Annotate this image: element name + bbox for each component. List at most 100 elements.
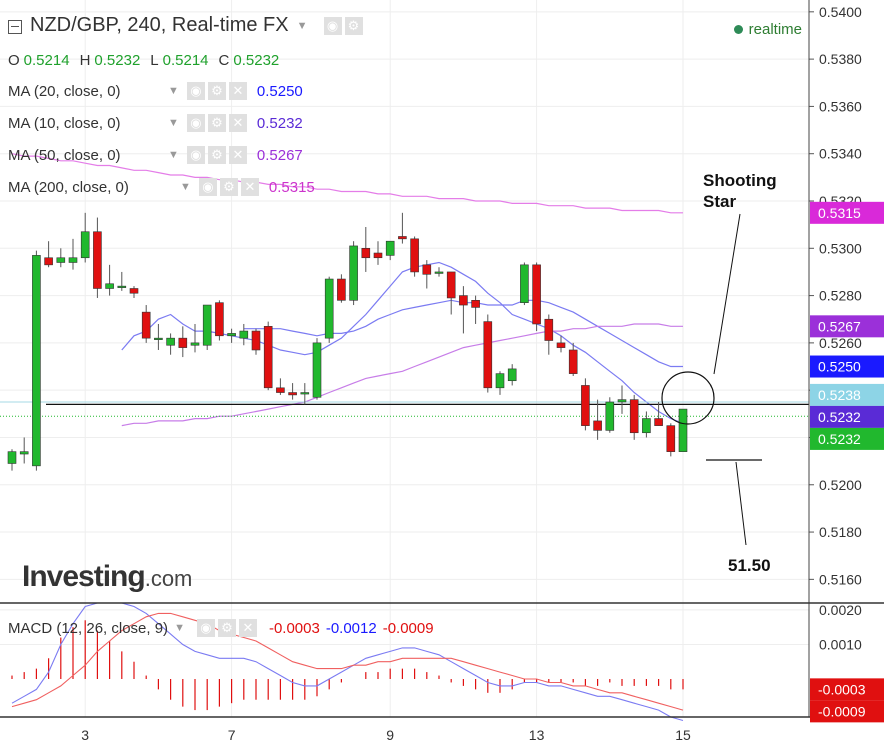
ohlc-open-value: 0.5214 (23, 52, 70, 69)
x-tick-label: 9 (386, 727, 394, 743)
ohlc-close-key: C (218, 52, 230, 69)
y-tick-label: 0.5340 (819, 146, 862, 162)
candle-body (56, 257, 66, 263)
chevron-down-icon[interactable]: ▼ (296, 19, 308, 32)
indicator-ma50[interactable]: MA (50, close, 0) ▼ ◉ ⚙ ✕ 0.5267 (8, 146, 303, 164)
gear-icon[interactable]: ⚙ (207, 82, 226, 100)
chevron-down-icon[interactable]: ▼ (168, 149, 179, 161)
macd-value: -0.0003 (268, 619, 320, 637)
indicator-ma200[interactable]: MA (200, close, 0) ▼ ◉ ⚙ ✕ 0.5315 (8, 178, 315, 196)
candle-body (202, 304, 212, 346)
candle-body (495, 373, 505, 389)
gear-icon[interactable]: ⚙ (207, 146, 226, 164)
x-tick-label: 13 (529, 727, 545, 743)
eye-icon[interactable]: ◉ (196, 619, 215, 637)
gear-icon[interactable]: ⚙ (217, 619, 236, 637)
y-tick-label: 0.5200 (819, 477, 862, 493)
logo-main: Investing (22, 560, 146, 593)
candle-body (324, 278, 334, 339)
candle-body (312, 342, 322, 398)
candle-body (190, 342, 200, 346)
eye-icon[interactable]: ◉ (186, 82, 205, 100)
macd-series-line (11, 612, 684, 711)
realtime-indicator: realtime (733, 21, 802, 38)
candle-body (44, 257, 53, 266)
candle-body (385, 240, 395, 256)
candle-body (678, 408, 688, 452)
grid (0, 0, 809, 717)
y-tick-label: 0.5280 (819, 288, 862, 304)
chevron-down-icon[interactable]: ▼ (168, 117, 179, 129)
x-tick-label: 3 (81, 727, 89, 743)
macd-y-tick-label: 0.0010 (819, 636, 862, 652)
candle-body (373, 252, 383, 259)
candle-body (227, 333, 236, 337)
indicator-ma10[interactable]: MA (10, close, 0) ▼ ◉ ⚙ ✕ 0.5232 (8, 114, 303, 132)
candle-body (263, 326, 273, 389)
close-icon[interactable]: ✕ (238, 619, 257, 637)
gear-icon[interactable]: ⚙ (207, 114, 226, 132)
candle-body (654, 418, 663, 426)
shooting-star-circle (661, 371, 715, 425)
candle-body (666, 425, 676, 452)
target-annotation: 51.50 (728, 556, 771, 575)
candle-body (93, 231, 102, 289)
horizontal-lines (0, 401, 809, 417)
chart-title-row: NZD/GBP, 240, Real-time FX ▼ ◉ ⚙ (8, 14, 373, 37)
chevron-down-icon[interactable]: ▼ (180, 181, 191, 193)
chevron-down-icon[interactable]: ▼ (174, 622, 185, 634)
candle-body (581, 385, 590, 426)
price-label: 0.5232 (818, 409, 861, 425)
eye-icon[interactable]: ◉ (186, 146, 205, 164)
price-label: 0.5232 (818, 431, 861, 447)
candle-body (80, 231, 90, 259)
indicator-ma20[interactable]: MA (20, close, 0) ▼ ◉ ⚙ ✕ 0.5250 (8, 82, 303, 100)
macd-header[interactable]: MACD (12, 26, close, 9) ▼ ◉ ⚙ ✕ -0.0003 -0… (8, 619, 434, 637)
close-icon[interactable]: ✕ (228, 114, 247, 132)
target-pointer (735, 461, 747, 546)
price-label-bg (810, 383, 884, 406)
price-label-bg (810, 315, 884, 338)
ma-line (11, 153, 683, 214)
candle-body (154, 337, 163, 340)
collapse-icon[interactable] (8, 19, 22, 34)
candle-body (556, 342, 566, 348)
candle-body (520, 264, 529, 303)
candle-body (605, 401, 615, 431)
macd-price-label: -0.0003 (818, 681, 866, 697)
candle-body (215, 302, 224, 337)
candle-body (288, 392, 297, 396)
eye-icon[interactable]: ◉ (186, 114, 205, 132)
macd-signal-value: -0.0012 (325, 619, 377, 637)
gear-icon[interactable]: ⚙ (344, 16, 363, 35)
close-icon[interactable]: ✕ (228, 82, 247, 100)
close-icon[interactable]: ✕ (228, 146, 247, 164)
price-labels: 0.5315 0.5267 0.5250 0.5238 0.5232 0.5232 -0.0… (810, 201, 884, 723)
candle-body (398, 236, 407, 240)
indicator-value: 0.5232 (256, 114, 303, 132)
y-tick-label: 0.5380 (819, 51, 862, 67)
macd-panel (11, 602, 684, 722)
candle-body (459, 295, 468, 306)
candle-body (629, 399, 639, 434)
candles (7, 212, 688, 471)
candle-body (178, 337, 188, 348)
y-tick-label: 0.5180 (819, 524, 862, 540)
candle-body (642, 418, 651, 434)
eye-icon[interactable]: ◉ (198, 178, 217, 196)
close-icon[interactable]: ✕ (240, 178, 259, 196)
chevron-down-icon[interactable]: ▼ (168, 85, 179, 97)
macd-histogram-value: -0.0009 (382, 619, 434, 637)
annotations (661, 213, 762, 546)
gear-icon[interactable]: ⚙ (219, 178, 238, 196)
candle-body (483, 321, 493, 389)
price-label: 0.5267 (818, 318, 861, 334)
indicator-label: MA (20, close, 0) (8, 82, 121, 100)
candle-body (68, 257, 78, 263)
candle-body (544, 318, 554, 341)
candle-body (471, 300, 480, 308)
ohlc-low-value: 0.5214 (162, 52, 209, 69)
x-tick-label: 7 (228, 727, 236, 743)
eye-icon[interactable]: ◉ (323, 16, 342, 35)
